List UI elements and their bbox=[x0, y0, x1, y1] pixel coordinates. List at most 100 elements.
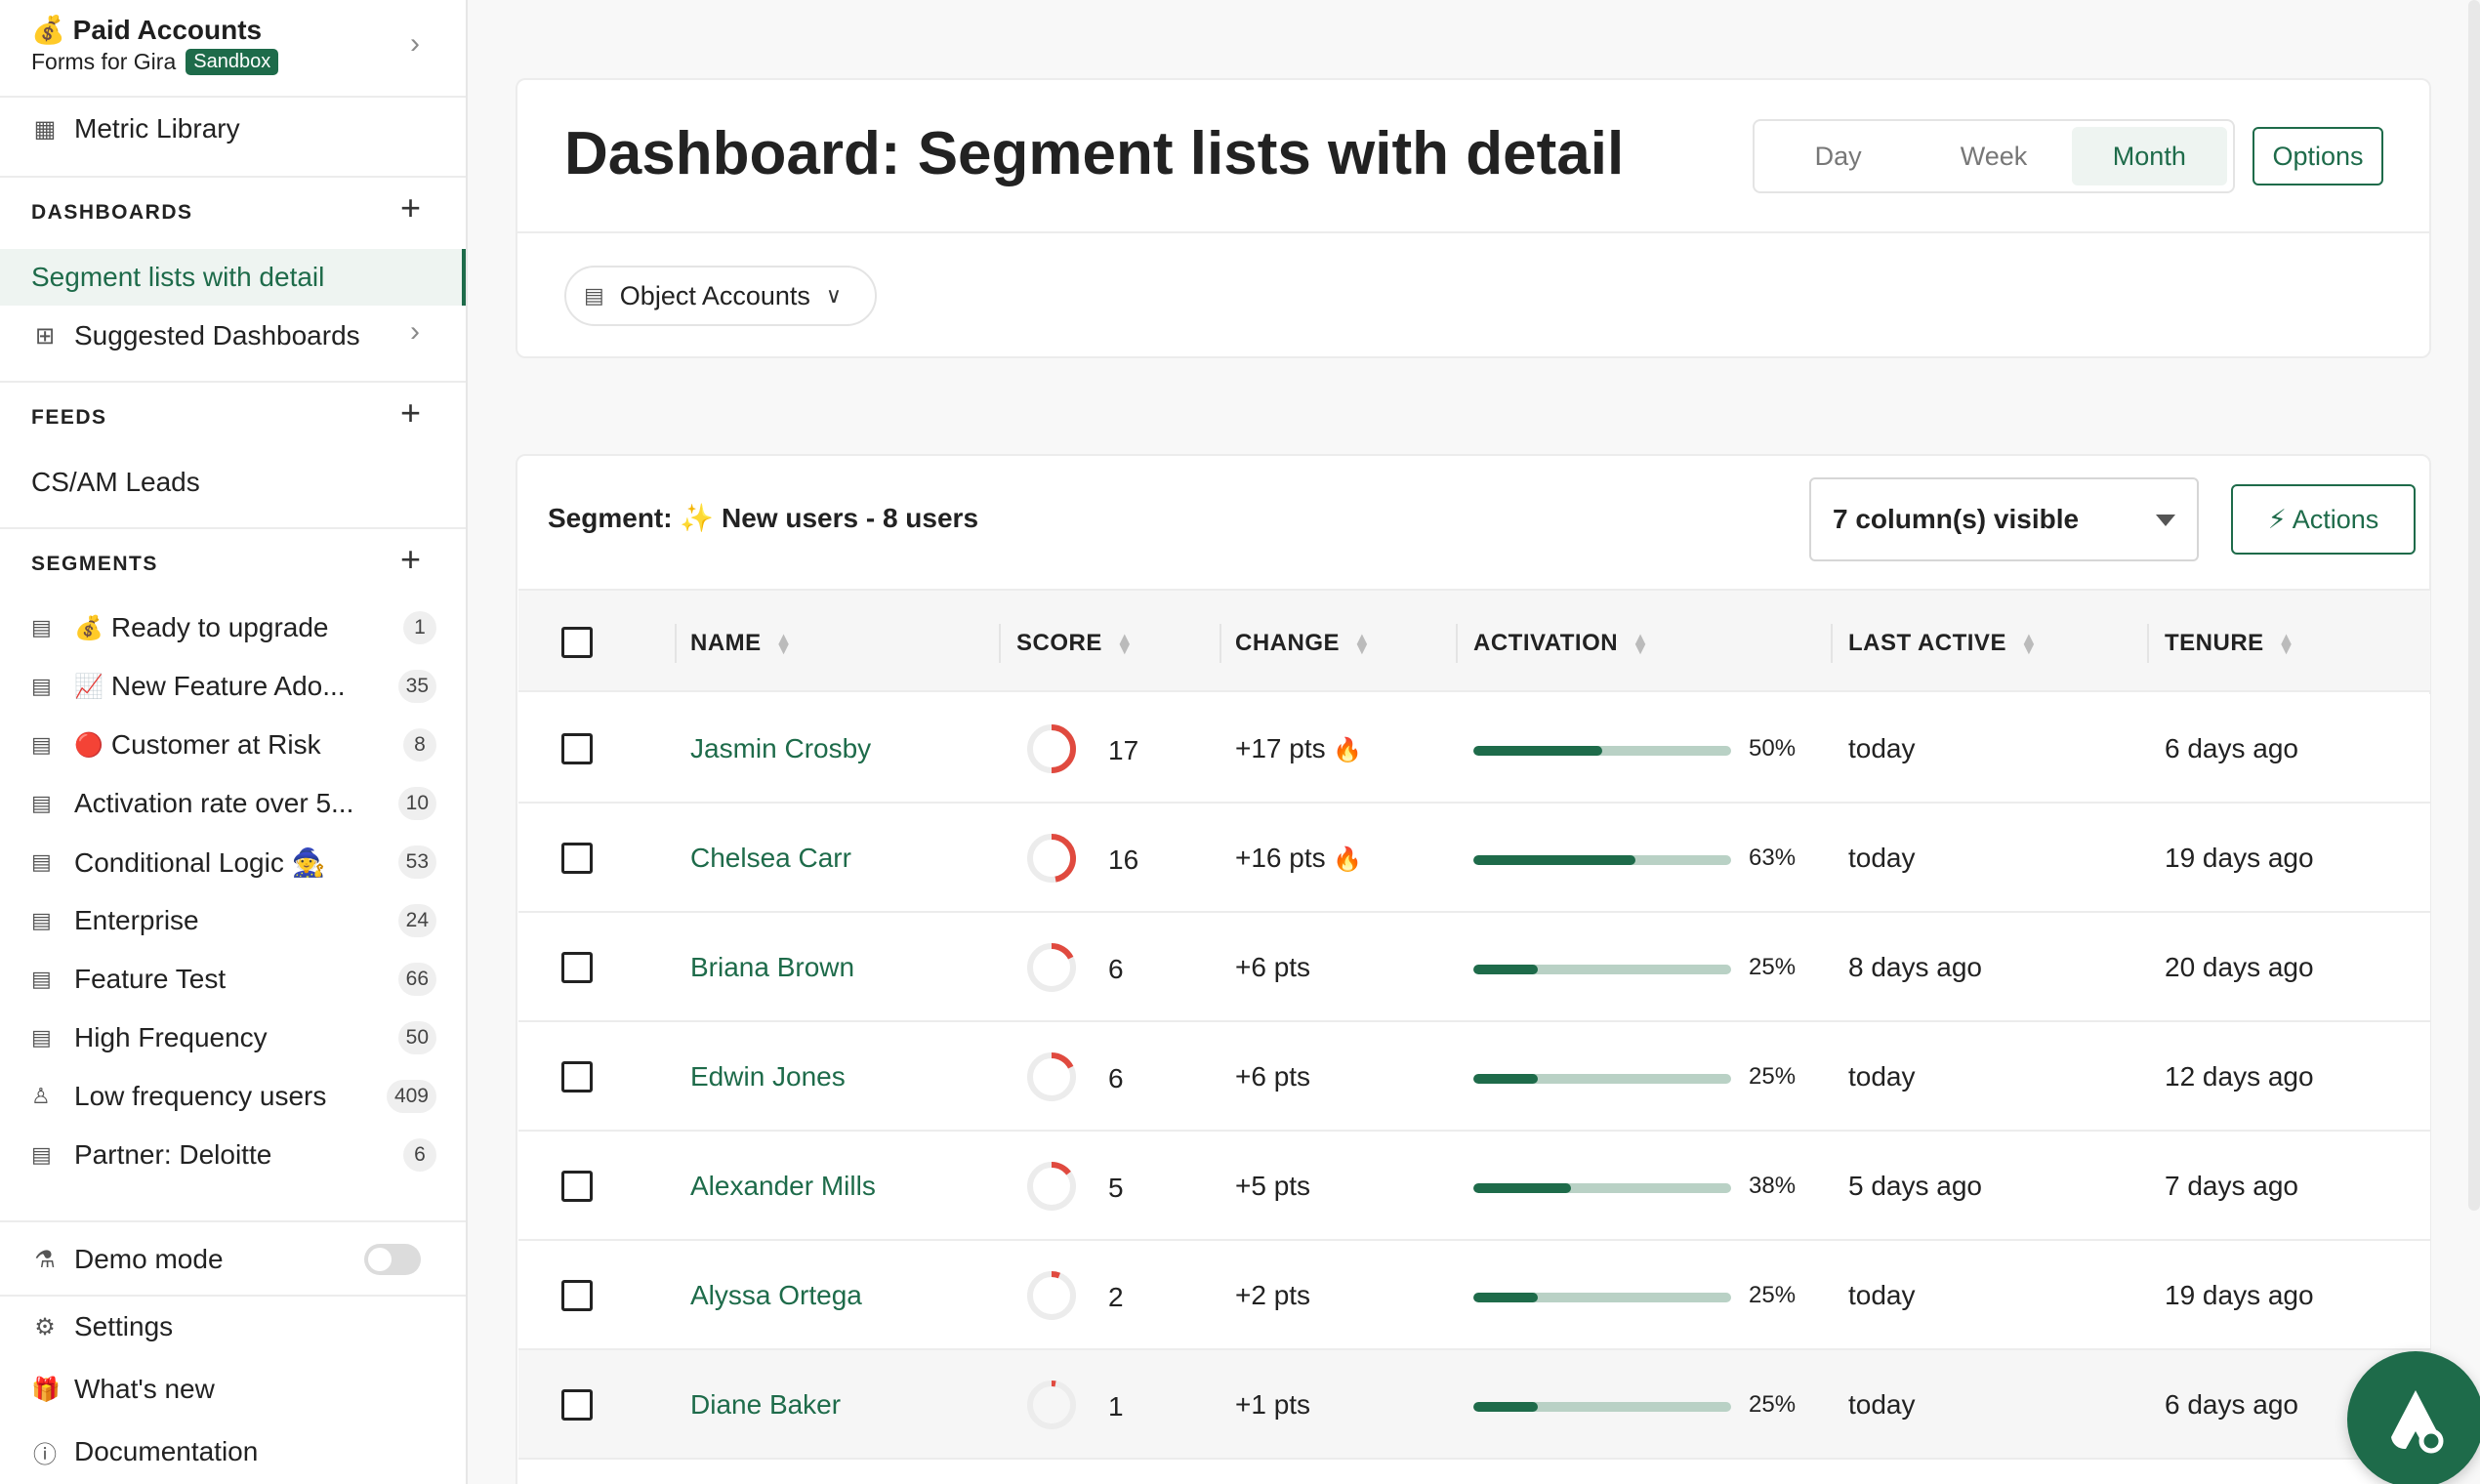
column-header-last-active[interactable]: LAST ACTIVE ▲ ▼ bbox=[1848, 629, 2039, 658]
row-checkbox[interactable] bbox=[561, 1171, 593, 1202]
gift-icon: 🎁 bbox=[31, 1376, 61, 1403]
segment-item[interactable]: ▤ 💰 Ready to upgrade 1 bbox=[0, 599, 466, 656]
sidebar-item-settings[interactable]: ⚙ Settings bbox=[0, 1298, 466, 1355]
segment-item[interactable]: ▤ High Frequency 50 bbox=[0, 1010, 466, 1066]
sidebar-item-documentation[interactable]: ⓘ Documentation bbox=[33, 1436, 259, 1468]
row-name-link[interactable]: Chelsea Carr bbox=[690, 843, 851, 873]
activation-bar bbox=[1473, 1402, 1731, 1412]
sidebar-item-cs-am-leads[interactable]: CS/AM Leads bbox=[31, 467, 200, 497]
columns-visible-select[interactable]: 7 column(s) visible bbox=[1809, 477, 2199, 561]
row-name-link[interactable]: Jasmin Crosby bbox=[690, 733, 872, 763]
row-checkbox[interactable] bbox=[561, 1061, 593, 1092]
row-checkbox[interactable] bbox=[561, 733, 593, 764]
page-scrollbar[interactable] bbox=[2468, 0, 2480, 1211]
building-icon: ▤ bbox=[31, 674, 52, 698]
segment-list[interactable]: ▤ 💰 Ready to upgrade 1 ▤ 📈 New Feature A… bbox=[0, 586, 466, 1204]
money-bag-icon: 💰 bbox=[31, 15, 65, 45]
segment-item[interactable]: ▤ Conditional Logic 🧙 53 bbox=[0, 834, 466, 890]
account-switcher[interactable]: 💰 Paid Accounts Forms for Gira Sandbox › bbox=[0, 0, 466, 98]
chevron-right-icon: › bbox=[410, 315, 420, 348]
activation-percent: 25% bbox=[1749, 954, 1797, 980]
actions-button[interactable]: ⚡ Actions bbox=[2231, 484, 2416, 555]
column-divider bbox=[1831, 624, 1833, 663]
period-day-button[interactable]: Day bbox=[1814, 141, 1862, 171]
segment-count: 35 bbox=[397, 670, 436, 703]
segment-count: 50 bbox=[397, 1021, 436, 1054]
sidebar-item-suggested-dashboards[interactable]: ⊞ Suggested Dashboards › bbox=[0, 308, 466, 364]
building-icon: ▤ bbox=[31, 791, 52, 815]
column-header-name[interactable]: NAME ▲ ▼ bbox=[690, 629, 793, 658]
row-checkbox[interactable] bbox=[561, 1280, 593, 1311]
column-divider bbox=[1456, 624, 1458, 663]
row-name-link[interactable]: Briana Brown bbox=[690, 952, 855, 982]
column-header-change[interactable]: CHANGE ▲ ▼ bbox=[1235, 629, 1372, 658]
row-last-active: today bbox=[1848, 1389, 1916, 1420]
row-last-active: today bbox=[1848, 1280, 1916, 1310]
row-checkbox[interactable] bbox=[561, 952, 593, 983]
row-checkbox[interactable] bbox=[561, 1389, 593, 1421]
table-row[interactable]: Briana Brown 6 +6 pts 25% 8 days ago 20 … bbox=[518, 913, 2430, 1022]
divider bbox=[0, 527, 466, 529]
gear-icon: ⚙ bbox=[34, 1313, 56, 1340]
score-donut bbox=[1027, 834, 1077, 883]
period-week-button[interactable]: Week bbox=[1960, 141, 2028, 171]
add-feed-button[interactable]: + bbox=[400, 392, 422, 433]
row-change: +2 pts bbox=[1235, 1280, 1311, 1310]
row-tenure: 20 days ago bbox=[2165, 952, 2314, 982]
row-name-link[interactable]: Edwin Jones bbox=[690, 1061, 846, 1092]
table-row[interactable]: Jasmin Crosby 17 +17 pts 🔥 50% today 6 d… bbox=[518, 694, 2430, 804]
activation-percent: 25% bbox=[1749, 1063, 1797, 1090]
segment-item[interactable]: ▤ Feature Test 66 bbox=[0, 951, 466, 1008]
sidebar: 💰 Paid Accounts Forms for Gira Sandbox ›… bbox=[0, 0, 468, 1484]
object-filter-dropdown[interactable]: ▤ Object Accounts ∨ bbox=[564, 266, 877, 326]
segment-item[interactable]: ▤ 📈 New Feature Ado... 35 bbox=[0, 658, 466, 715]
sidebar-item-segment-lists[interactable]: Segment lists with detail bbox=[0, 249, 466, 306]
column-divider bbox=[2147, 624, 2149, 663]
demo-mode-toggle[interactable] bbox=[364, 1244, 421, 1275]
row-tenure: 12 days ago bbox=[2165, 1061, 2314, 1092]
table-row[interactable]: Alyssa Ortega 2 +2 pts 25% today 19 days… bbox=[518, 1241, 2430, 1350]
column-header-tenure[interactable]: TENURE ▲ ▼ bbox=[2165, 629, 2295, 658]
sidebar-item-whats-new[interactable]: 🎁 What's new bbox=[31, 1374, 215, 1404]
row-name-link[interactable]: Alexander Mills bbox=[690, 1171, 876, 1201]
table-row[interactable]: Alexander Mills 5 +5 pts 38% 5 days ago … bbox=[518, 1132, 2430, 1241]
chevron-right-icon: › bbox=[410, 27, 420, 60]
select-all-checkbox[interactable] bbox=[561, 627, 593, 658]
segment-item[interactable]: ▤ Activation rate over 5... 10 bbox=[0, 775, 466, 832]
dashboards-header: DASHBOARDS bbox=[31, 201, 193, 224]
sort-icon: ▲ ▼ bbox=[2019, 629, 2039, 658]
column-header-activation[interactable]: ACTIVATION ▲ ▼ bbox=[1473, 629, 1650, 658]
caret-down-icon bbox=[2156, 515, 2175, 526]
options-button[interactable]: Options bbox=[2253, 127, 2383, 186]
sidebar-item-metric-library[interactable]: ▦ Metric Library bbox=[0, 101, 466, 157]
add-segment-button[interactable]: + bbox=[400, 539, 422, 579]
add-dashboard-button[interactable]: + bbox=[400, 187, 422, 227]
activation-percent: 63% bbox=[1749, 845, 1797, 871]
building-icon: ▤ bbox=[31, 1025, 52, 1050]
segment-item[interactable]: ▤ 🔴 Customer at Risk 8 bbox=[0, 717, 466, 773]
column-divider bbox=[1219, 624, 1221, 663]
row-name-link[interactable]: Diane Baker bbox=[690, 1389, 842, 1420]
row-change: +1 pts bbox=[1235, 1389, 1311, 1420]
building-icon: ▤ bbox=[31, 1142, 52, 1167]
period-month-button[interactable]: Month bbox=[2071, 127, 2227, 186]
fire-icon: 🔥 bbox=[1333, 846, 1363, 873]
column-header-score[interactable]: SCORE ▲ ▼ bbox=[1016, 629, 1135, 658]
brand-logo-icon bbox=[2391, 1390, 2444, 1454]
user-icon: ♙ bbox=[31, 1084, 51, 1108]
score-donut bbox=[1027, 1380, 1076, 1429]
segment-item[interactable]: ♙ Low frequency users 409 bbox=[0, 1068, 466, 1125]
table-row[interactable]: Chelsea Carr 16 +16 pts 🔥 63% today 19 d… bbox=[518, 804, 2430, 913]
row-score: 6 bbox=[1108, 954, 1124, 984]
segment-item[interactable]: ▤ Enterprise 24 bbox=[0, 892, 466, 949]
divider bbox=[0, 176, 466, 178]
segment-item[interactable]: ▤ Partner: Deloitte 6 bbox=[0, 1127, 466, 1183]
score-donut bbox=[1027, 724, 1076, 773]
row-name-link[interactable]: Alyssa Ortega bbox=[690, 1280, 862, 1310]
row-checkbox[interactable] bbox=[561, 843, 593, 874]
table-row[interactable]: Edwin Jones 6 +6 pts 25% today 12 days a… bbox=[518, 1022, 2430, 1132]
table-row[interactable]: Diane Baker 1 +1 pts 25% today 6 days ag… bbox=[518, 1350, 2430, 1460]
help-launcher-button[interactable] bbox=[2347, 1351, 2480, 1484]
flask-icon: ⚗ bbox=[34, 1246, 56, 1273]
